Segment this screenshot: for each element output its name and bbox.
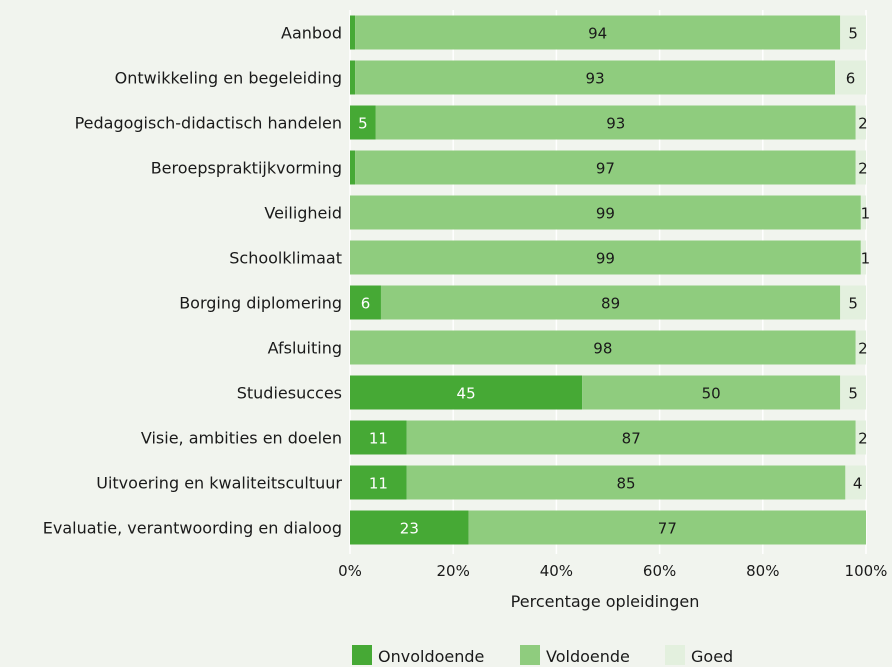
x-tick-label: 100%: [845, 562, 888, 580]
data-label: 85: [617, 475, 636, 493]
bar-segment: [840, 375, 866, 410]
data-label: 50: [702, 385, 721, 403]
bar-segment: [406, 465, 846, 500]
data-label: 2: [858, 160, 868, 178]
category-label: Visie, ambities en doelen: [141, 429, 342, 448]
legend-swatch: [665, 645, 685, 665]
data-label: 1: [861, 250, 871, 268]
bar-segment: [855, 330, 866, 365]
legend-label: Onvoldoende: [378, 647, 484, 666]
data-label: 5: [848, 295, 858, 313]
category-label: Afsluiting: [268, 339, 342, 358]
data-label: 93: [606, 115, 625, 133]
bar-segment: [840, 285, 866, 320]
data-label: 89: [601, 295, 620, 313]
data-label: 6: [846, 70, 856, 88]
category-label: Beroepspraktijkvorming: [151, 159, 342, 178]
data-label: 77: [658, 520, 677, 538]
bar-segment: [835, 60, 866, 95]
bar-segment: [355, 150, 856, 185]
legend: Onvoldoende Voldoende Goed: [352, 645, 733, 666]
data-label: 94: [588, 25, 607, 43]
data-label: 45: [457, 385, 476, 403]
data-label: 87: [622, 430, 641, 448]
data-label: 2: [858, 430, 868, 448]
bar-segment: [582, 375, 841, 410]
x-tick-labels: 0% 20% 40% 60% 80% 100%: [338, 562, 887, 580]
bar-segment: [855, 105, 866, 140]
bars: 1945193659321972991991689598245505118721…: [350, 15, 871, 545]
x-tick-label: 80%: [746, 562, 779, 580]
bar-segment: [350, 60, 356, 95]
data-label: 1: [861, 205, 871, 223]
x-axis-title: Percentage opleidingen: [511, 592, 700, 611]
category-labels: Aanbod Ontwikkeling en begeleiding Pedagog…: [43, 24, 343, 538]
data-label: 99: [596, 250, 615, 268]
data-label: 5: [358, 115, 368, 133]
bar-segment: [355, 15, 841, 50]
category-label: Pedagogisch-didactisch handelen: [75, 114, 342, 133]
x-tick-label: 20%: [437, 562, 470, 580]
data-label: 99: [596, 205, 615, 223]
bar-segment: [855, 150, 866, 185]
legend-swatch: [352, 645, 372, 665]
data-label: 11: [369, 430, 388, 448]
bar-segment: [406, 420, 856, 455]
data-label: 2: [858, 115, 868, 133]
category-label: Ontwikkeling en begeleiding: [115, 69, 342, 88]
data-label: 5: [848, 385, 858, 403]
category-label: Borging diplomering: [179, 294, 342, 313]
x-tick-label: 0%: [338, 562, 362, 580]
data-label: 11: [369, 475, 388, 493]
bar-segment: [860, 195, 866, 230]
category-label: Veiligheid: [264, 204, 342, 223]
bar-segment: [350, 240, 861, 275]
bar-segment: [350, 150, 356, 185]
category-label: Uitvoering en kwaliteitscultuur: [96, 474, 342, 493]
legend-swatch: [520, 645, 540, 665]
bar-segment: [350, 285, 381, 320]
data-label: 98: [593, 340, 612, 358]
bar-segment: [840, 15, 866, 50]
bar-segment: [350, 420, 407, 455]
data-label: 2: [858, 340, 868, 358]
x-tick-label: 60%: [643, 562, 676, 580]
bar-segment: [845, 465, 866, 500]
bar-segment: [350, 510, 469, 545]
data-label: 6: [361, 295, 371, 313]
bar-segment: [380, 285, 841, 320]
bar-segment: [855, 420, 866, 455]
data-label: 97: [596, 160, 615, 178]
grid-lines: [349, 10, 867, 554]
x-tick-label: 40%: [540, 562, 573, 580]
bar-segment: [860, 240, 866, 275]
data-label: 93: [586, 70, 605, 88]
data-label: 4: [853, 475, 863, 493]
bar-segment: [375, 105, 856, 140]
bar-segment: [350, 465, 407, 500]
bar-segment: [355, 60, 836, 95]
category-label: Studiesucces: [237, 384, 342, 403]
bar-segment: [350, 375, 583, 410]
bar-segment: [468, 510, 866, 545]
legend-label: Goed: [691, 647, 733, 666]
bar-segment: [350, 15, 356, 50]
category-label: Evaluatie, verantwoording en dialoog: [43, 519, 342, 538]
data-label: 23: [400, 520, 419, 538]
data-label: 5: [848, 25, 858, 43]
legend-label: Voldoende: [546, 647, 630, 666]
bar-segment: [350, 105, 376, 140]
bar-segment: [350, 330, 856, 365]
bar-segment: [350, 195, 861, 230]
category-label: Schoolklimaat: [229, 249, 342, 268]
category-label: Aanbod: [281, 24, 342, 43]
